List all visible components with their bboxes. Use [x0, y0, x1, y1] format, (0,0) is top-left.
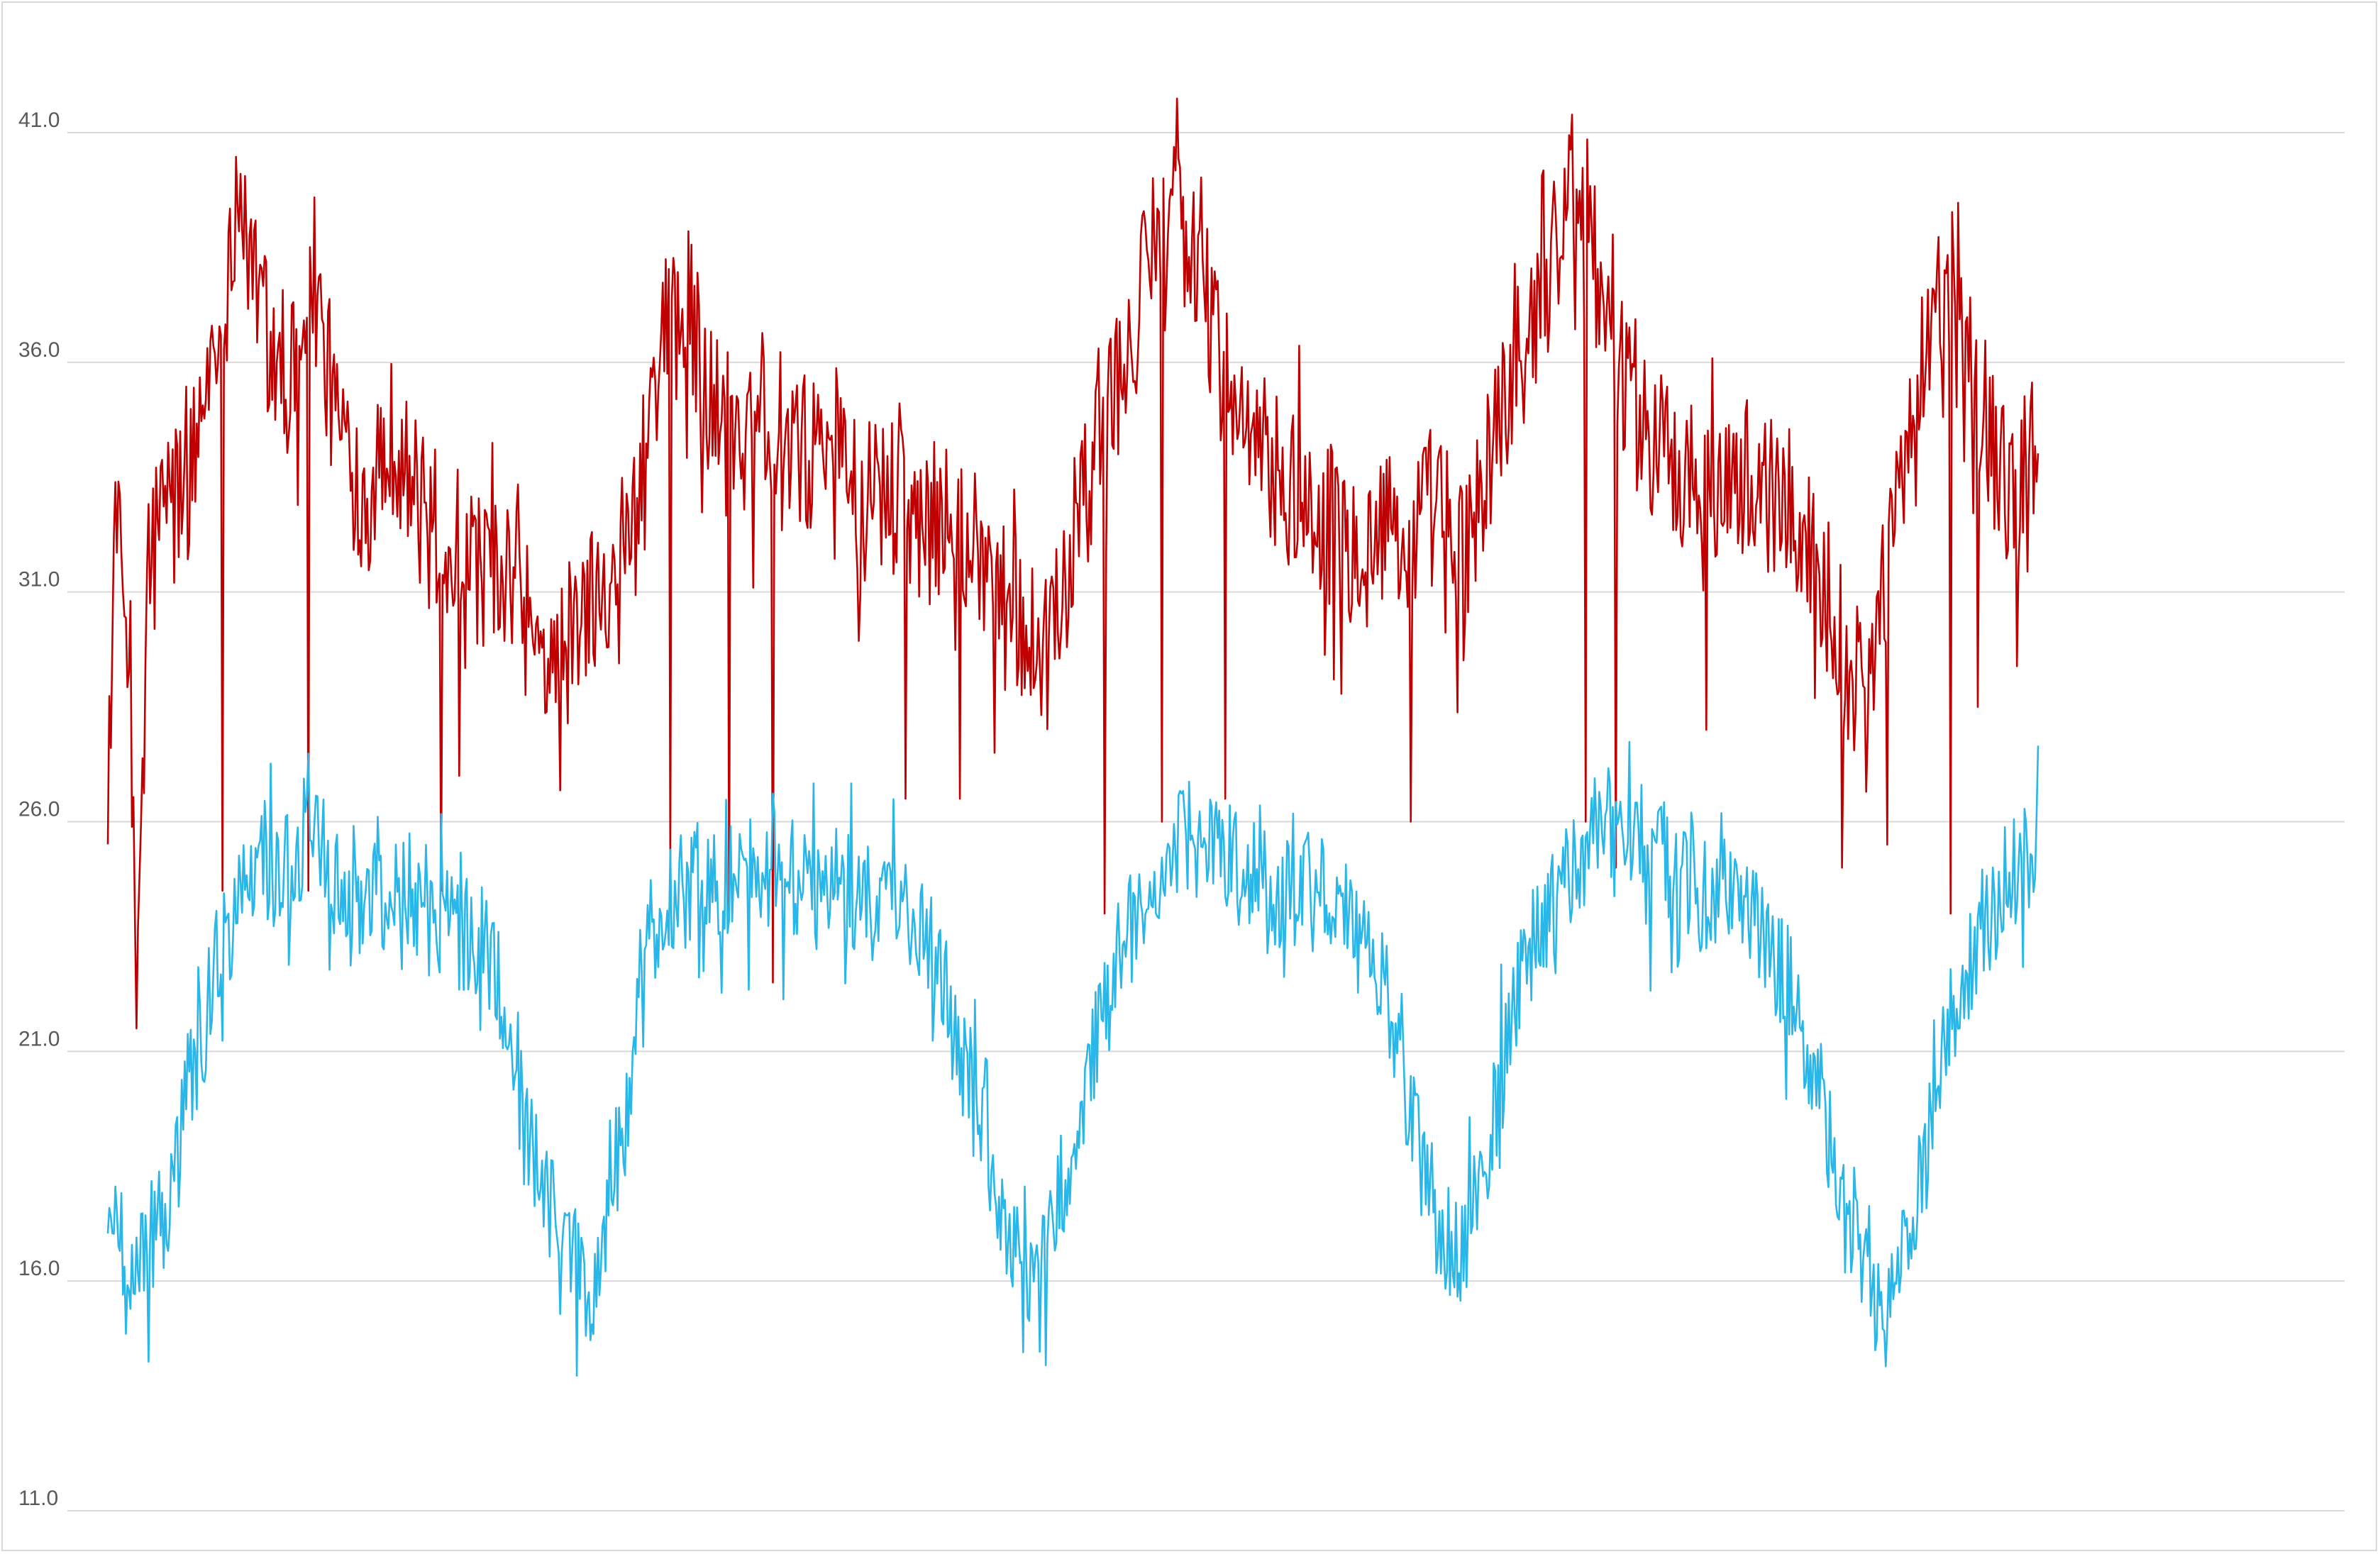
y-axis-tick-labels: 41.0 36.0 31.0 26.0 21.0 16.0 11.0	[18, 109, 60, 1510]
series-line-1	[106, 740, 2039, 1377]
y-tick-label: 41.0	[18, 109, 60, 132]
series-lines	[106, 97, 2039, 1377]
series-line-0	[106, 97, 2039, 1030]
y-tick-label: 11.0	[18, 1487, 58, 1510]
y-tick-label: 26.0	[18, 798, 60, 821]
y-tick-label: 36.0	[18, 338, 60, 362]
y-tick-label: 21.0	[18, 1027, 60, 1050]
gridlines	[67, 132, 2345, 1511]
y-tick-label: 31.0	[18, 568, 60, 592]
y-tick-label: 16.0	[18, 1257, 60, 1280]
